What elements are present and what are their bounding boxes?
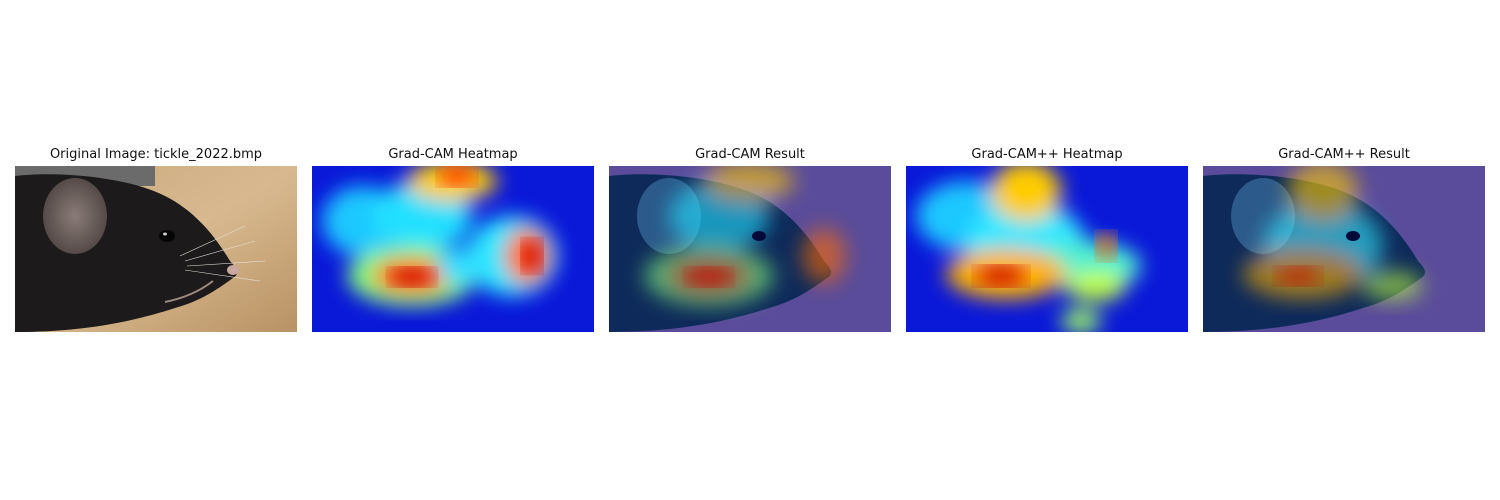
gradcampp-result-image — [1203, 166, 1485, 332]
gradcam-heatmap-image — [312, 166, 594, 332]
original-mouse-image — [15, 166, 297, 332]
panel-title-gradcam-result: Grad-CAM Result — [695, 147, 805, 162]
panel-gradcampp-result: Grad-CAM++ Result — [1203, 144, 1485, 332]
panel-title-original: Original Image: tickle_2022.bmp — [49, 147, 263, 162]
gradcam-result-image — [609, 166, 891, 332]
panel-title-gradcampp-result: Grad-CAM++ Result — [1278, 147, 1410, 162]
gradcampp-heatmap-image — [906, 166, 1188, 332]
panel-gradcam-result: Grad-CAM Result — [609, 144, 891, 332]
panel-title-gradcampp-heatmap: Grad-CAM++ Heatmap — [971, 147, 1123, 162]
panel-title-gradcam-heatmap: Grad-CAM Heatmap — [388, 147, 518, 162]
panel-gradcam-heatmap: Grad-CAM Heatmap — [312, 144, 594, 332]
panel-original-image: Original Image: tickle_2022.bmp — [15, 144, 297, 332]
panel-gradcampp-heatmap: Grad-CAM++ Heatmap — [906, 144, 1188, 332]
